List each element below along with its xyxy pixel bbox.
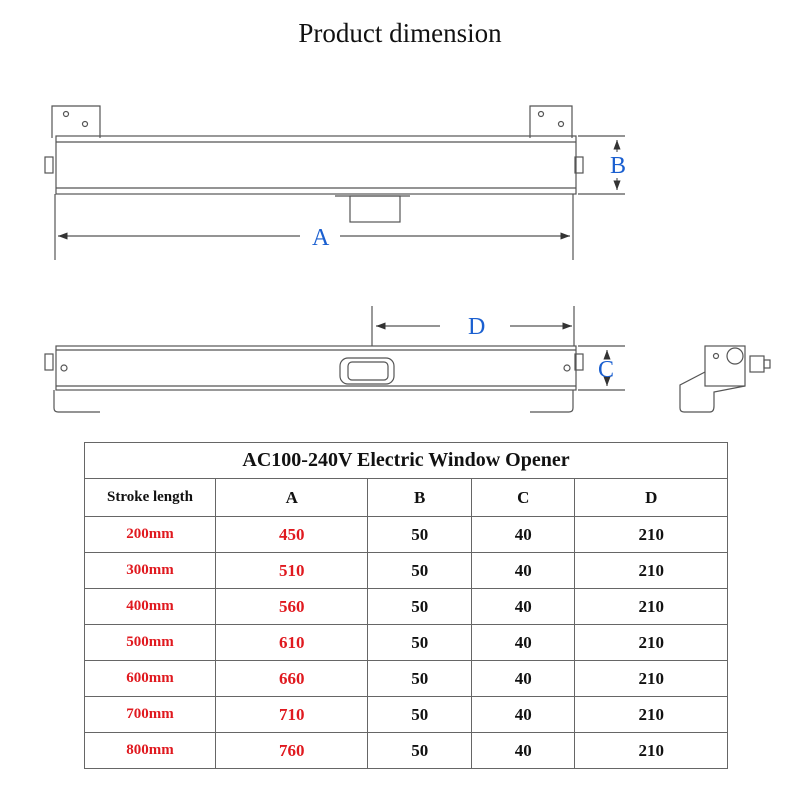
a-cell: 610: [214, 624, 369, 661]
d-cell: 210: [574, 660, 728, 697]
top-view: [44, 105, 625, 260]
stroke-length-cell: 200mm: [84, 516, 216, 553]
table-row: 700mm 710 50 40 210: [84, 696, 728, 733]
stroke-length-cell: 400mm: [84, 588, 216, 625]
c-cell: 40: [470, 552, 576, 589]
header-b: B: [367, 478, 472, 517]
side-view: [44, 306, 625, 413]
table-row: 500mm 610 50 40 210: [84, 624, 728, 661]
b-cell: 50: [367, 552, 472, 589]
header-stroke-length: Stroke length: [84, 478, 216, 517]
stroke-length-cell: 500mm: [84, 624, 216, 661]
stroke-length-cell: 800mm: [84, 732, 216, 769]
d-cell: 210: [574, 732, 728, 769]
c-cell: 40: [470, 660, 576, 697]
d-cell: 210: [574, 696, 728, 733]
table-header-row: Stroke length A B C D: [84, 478, 728, 517]
header-c: C: [470, 478, 576, 517]
stroke-length-cell: 600mm: [84, 660, 216, 697]
d-cell: 210: [574, 516, 728, 553]
table-row: 600mm 660 50 40 210: [84, 660, 728, 697]
a-cell: 760: [214, 732, 369, 769]
header-a: A: [214, 478, 369, 517]
dimension-label-d: D: [468, 314, 485, 340]
header-d: D: [574, 478, 728, 517]
table-caption: AC100-240V Electric Window Opener: [84, 442, 728, 479]
end-view: [679, 345, 771, 413]
c-cell: 40: [470, 516, 576, 553]
dimension-drawing: A B C D: [44, 105, 771, 413]
table-row: 400mm 560 50 40 210: [84, 588, 728, 625]
a-cell: 660: [214, 660, 369, 697]
dimension-label-c: C: [598, 357, 614, 383]
c-cell: 40: [470, 624, 576, 661]
page-title: Product dimension: [298, 18, 502, 48]
table-row: 800mm 760 50 40 210: [84, 732, 728, 769]
b-cell: 50: [367, 588, 472, 625]
dimension-table: AC100-240V Electric Window Opener Stroke…: [84, 442, 728, 769]
b-cell: 50: [367, 732, 472, 769]
c-cell: 40: [470, 588, 576, 625]
stroke-length-cell: 700mm: [84, 696, 216, 733]
a-cell: 510: [214, 552, 369, 589]
d-cell: 210: [574, 624, 728, 661]
c-cell: 40: [470, 732, 576, 769]
b-cell: 50: [367, 660, 472, 697]
table-row: 200mm 450 50 40 210: [84, 516, 728, 553]
a-cell: 560: [214, 588, 369, 625]
d-cell: 210: [574, 552, 728, 589]
d-cell: 210: [574, 588, 728, 625]
b-cell: 50: [367, 696, 472, 733]
a-cell: 710: [214, 696, 369, 733]
table-row: 300mm 510 50 40 210: [84, 552, 728, 589]
c-cell: 40: [470, 696, 576, 733]
b-cell: 50: [367, 624, 472, 661]
b-cell: 50: [367, 516, 472, 553]
dimension-label-a: A: [312, 225, 330, 251]
stroke-length-cell: 300mm: [84, 552, 216, 589]
a-cell: 450: [214, 516, 369, 553]
dimension-label-b: B: [610, 153, 626, 179]
